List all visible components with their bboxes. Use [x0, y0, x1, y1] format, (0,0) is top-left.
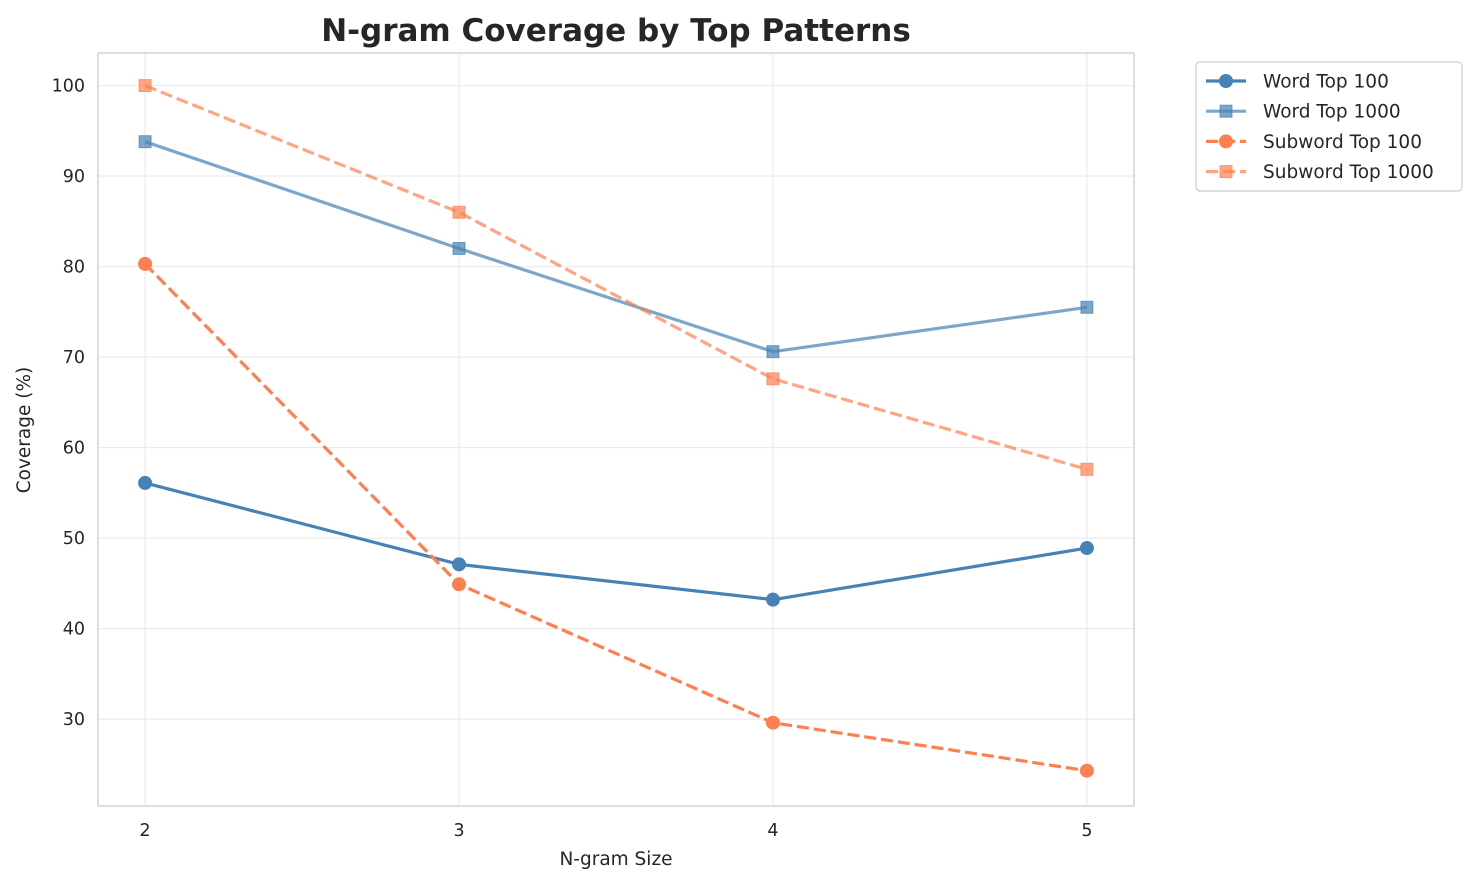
data-point: [452, 557, 467, 572]
data-point: [1079, 763, 1094, 778]
y-tick-label: 50: [63, 529, 85, 549]
series-word-top-1000: [138, 135, 1094, 359]
legend-label: Word Top 100: [1263, 72, 1389, 93]
legend-label: Subword Top 100: [1263, 132, 1422, 153]
y-tick-label: 100: [52, 77, 85, 97]
x-axis-label: N-gram Size: [559, 849, 672, 870]
y-tick-label: 40: [63, 620, 85, 640]
legend-entry: Word Top 100: [1206, 72, 1389, 93]
data-point: [138, 256, 153, 271]
series-subword-top-1000: [138, 79, 1094, 476]
series-subword-top-100: [138, 256, 1094, 778]
legend-entry: Subword Top 1000: [1206, 162, 1434, 183]
legend-marker: [1219, 104, 1233, 118]
y-tick-labels: 30 40 50 60 70 80 90 100: [52, 77, 85, 731]
data-point: [1080, 462, 1094, 476]
series-line: [144, 140, 1088, 354]
legend: Word Top 100 Word Top 1000 Subword Top 100…: [1195, 61, 1463, 192]
y-axis-label: Coverage (%): [14, 367, 35, 494]
x-tick-label: 5: [1081, 821, 1092, 841]
data-point: [138, 79, 152, 93]
legend-marker: [1219, 134, 1233, 149]
legend-entry: Word Top 1000: [1206, 102, 1401, 123]
data-point: [765, 715, 780, 730]
data-point: [766, 345, 780, 359]
series-layer: [138, 79, 1094, 778]
data-point: [138, 135, 152, 149]
data-point: [452, 205, 466, 219]
series-line: [144, 481, 1088, 602]
x-tick-label: 3: [453, 821, 464, 841]
series-word-top-100: [138, 475, 1094, 607]
data-point: [138, 475, 153, 490]
series-line: [143, 262, 1088, 773]
data-point: [766, 372, 780, 386]
y-tick-label: 80: [63, 258, 85, 278]
data-point: [1079, 541, 1094, 556]
legend-marker: [1219, 74, 1233, 88]
plot-frame: [97, 52, 1135, 807]
legend-label: Subword Top 1000: [1263, 162, 1434, 183]
y-tick-label: 70: [63, 348, 85, 368]
x-tick-labels: 2 3 4 5: [140, 821, 1093, 841]
series-line: [144, 84, 1088, 471]
legend-marker: [1219, 165, 1233, 179]
x-tick-label: 4: [767, 821, 778, 841]
data-point: [1080, 300, 1094, 314]
data-point: [452, 241, 466, 255]
y-tick-label: 60: [63, 439, 85, 459]
grid: [98, 53, 1134, 806]
y-tick-label: 90: [63, 167, 85, 187]
data-point: [452, 577, 467, 592]
data-point: [765, 592, 780, 607]
x-tick-label: 2: [140, 821, 151, 841]
chart-title: N-gram Coverage by Top Patterns: [321, 13, 911, 49]
legend-frame: [1195, 61, 1463, 192]
legend-label: Word Top 1000: [1263, 102, 1401, 123]
legend-entry: Subword Top 100: [1206, 132, 1422, 153]
y-tick-label: 30: [63, 710, 85, 730]
